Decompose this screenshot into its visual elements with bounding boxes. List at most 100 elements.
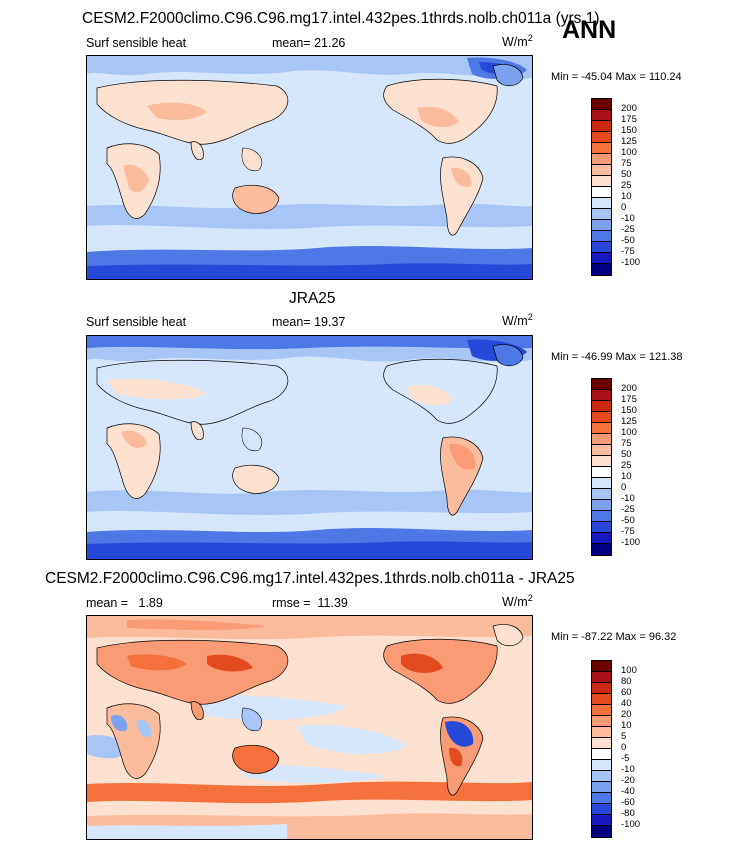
colorbar-segment [592,544,611,555]
colorbar-segment [592,500,611,511]
colorbar-segment [592,154,611,165]
colorbar-segment [592,716,611,727]
units-label: W/m2 [502,593,533,610]
colorbar-segment [592,165,611,176]
colorbar-segment [592,672,611,683]
colorbar-segment [592,456,611,467]
units-label: W/m2 [502,33,533,50]
colorbar-tick-label: -100 [621,257,641,268]
colorbar-tick-label: -80 [621,808,635,819]
colorbar-segment [592,242,611,253]
rmse-label: rmse = 11.39 [272,596,348,610]
colorbar-tick-label: 10 [621,191,632,202]
colorbar-segment [592,793,611,804]
colorbar-tick-label: -75 [621,526,635,537]
colorbar-tick-label: 150 [621,405,637,416]
colorbar-segment [592,661,611,672]
colorbar-segment [592,220,611,231]
colorbar-tick-label: 0 [621,482,627,493]
colorbar-segment [592,132,611,143]
colorbar-segment [592,401,611,412]
colorbar-tick-label: -60 [621,797,635,808]
colorbar-segment [592,187,611,198]
colorbar-tick-label: 100 [621,665,637,676]
colorbar-segment [592,694,611,705]
colorbar-segment [592,121,611,132]
colorbar-tick-label: 125 [621,416,637,427]
min-max-label: Min = -87.22 Max = 96.32 [551,631,677,643]
colorbar-tick-label: 10 [621,720,632,731]
page-title: CESM2.F2000climo.C96.C96.mg17.intel.432p… [82,10,600,27]
colorbar-tick-label: 0 [621,202,627,213]
colorbar-model [591,98,612,276]
colorbar-segment [592,683,611,694]
colorbar-tick-label: 5 [621,731,627,742]
colorbar-segment [592,511,611,522]
colorbar-segment [592,99,611,110]
colorbar-segment [592,253,611,264]
colorbar-segment [592,434,611,445]
colorbar-tick-label: -10 [621,213,635,224]
colorbar-segment [592,379,611,390]
mean-label: mean = 1.89 [86,596,163,610]
colorbar-tick-label: 25 [621,460,632,471]
colorbar-segment [592,749,611,760]
colorbar-segment [592,445,611,456]
colorbar-tick-label: 125 [621,136,637,147]
mean-label: mean= 21.26 [272,36,346,50]
colorbar-segment [592,771,611,782]
map-obs [86,335,533,560]
colorbar-tick-label: 200 [621,103,637,114]
colorbar-tick-label: -100 [621,819,641,830]
colorbar-tick-label: -50 [621,515,635,526]
obs-title: JRA25 [289,290,336,307]
variable-label: Surf sensible heat [86,315,187,329]
colorbar-tick-label: -10 [621,493,635,504]
mean-label: mean= 19.37 [272,315,346,329]
colorbar-tick-label: 50 [621,169,632,180]
min-max-label: Min = -46.99 Max = 121.38 [551,351,683,363]
map-diff [86,615,533,840]
colorbar-segment [592,198,611,209]
colorbar-segment [592,522,611,533]
colorbar-segment [592,478,611,489]
variable-label: Surf sensible heat [86,36,187,50]
colorbar-tick-label: -75 [621,246,635,257]
colorbar-tick-label: 175 [621,114,637,125]
colorbar-tick-label: 150 [621,125,637,136]
colorbar-segment [592,209,611,220]
colorbar-tick-label: 0 [621,742,627,753]
colorbar-segment [592,533,611,544]
colorbar-tick-label: -50 [621,235,635,246]
colorbar-segment [592,738,611,749]
colorbar-tick-label: -100 [621,537,641,548]
colorbar-segment [592,815,611,826]
colorbar-tick-label: 40 [621,698,632,709]
colorbar-tick-label: 20 [621,709,632,720]
colorbar-segment [592,176,611,187]
colorbar-segment [592,782,611,793]
colorbar-segment [592,467,611,478]
colorbar-segment [592,412,611,423]
min-max-label: Min = -45.04 Max = 110.24 [551,71,682,83]
colorbar-tick-label: 100 [621,147,637,158]
colorbar-tick-label: 75 [621,438,632,449]
colorbar-tick-label: -25 [621,224,635,235]
colorbar-segment [592,705,611,716]
colorbar-segment [592,264,611,275]
colorbar-segment [592,826,611,837]
colorbar-segment [592,760,611,771]
colorbar-tick-label: 60 [621,687,632,698]
diff-title: CESM2.F2000climo.C96.C96.mg17.intel.432p… [45,570,575,587]
colorbar-tick-label: -25 [621,504,635,515]
colorbar-segment [592,489,611,500]
colorbar-tick-label: 200 [621,383,637,394]
colorbar-tick-label: 50 [621,449,632,460]
colorbar-tick-label: 10 [621,471,632,482]
colorbar-segment [592,390,611,401]
colorbar-tick-label: 25 [621,180,632,191]
colorbar-diff [591,660,612,838]
colorbar-segment [592,804,611,815]
colorbar-tick-label: -40 [621,786,635,797]
colorbar-tick-label: -10 [621,764,635,775]
